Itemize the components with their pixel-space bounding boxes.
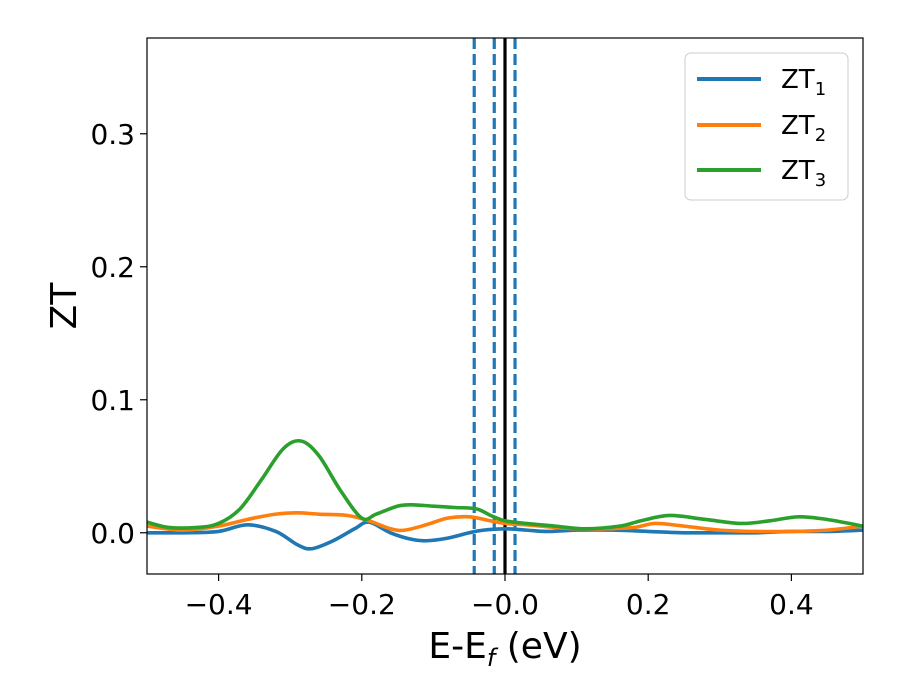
- plot-area: [146, 37, 864, 575]
- legend-label-1: ZT1: [781, 65, 826, 100]
- x-tick-label: −0.4: [185, 588, 253, 621]
- legend-label-2-sub: 2: [815, 125, 826, 146]
- legend-label-1-main: ZT: [781, 65, 815, 95]
- x-tick-label: −0.0: [471, 588, 539, 621]
- series-line-1: [147, 520, 863, 551]
- series-line-3: [147, 438, 863, 531]
- legend-label-2-main: ZT: [781, 111, 815, 141]
- legend-label-3-main: ZT: [781, 156, 815, 186]
- y-axis-title: ZT: [44, 282, 85, 330]
- legend: ZT1 ZT2 ZT3: [684, 52, 849, 201]
- x-tick-label: −0.2: [328, 588, 396, 621]
- y-tick-label: 0.2: [90, 251, 135, 284]
- reference-lines: [472, 38, 517, 574]
- x-axis: −0.4 −0.2 −0.0 0.2 0.4: [185, 574, 814, 621]
- series-line-2: [147, 511, 863, 534]
- legend-box: [684, 52, 849, 201]
- legend-label-3: ZT3: [781, 156, 826, 191]
- x-axis-title-unit: (eV): [495, 626, 581, 667]
- x-tick-label: 0.4: [769, 588, 814, 621]
- legend-label-2: ZT2: [781, 111, 826, 146]
- y-tick-label: 0.1: [90, 384, 135, 417]
- y-tick-label: 0.3: [90, 118, 135, 151]
- x-tick-label: 0.2: [626, 588, 671, 621]
- series-layer: [147, 438, 863, 551]
- x-axis-title: E-Ef (eV): [428, 626, 581, 672]
- legend-item-2: ZT2: [697, 111, 826, 146]
- legend-item-1: ZT1: [697, 65, 826, 100]
- legend-label-3-sub: 3: [815, 170, 826, 191]
- y-tick-label: 0.0: [90, 517, 135, 550]
- x-axis-title-main: E-E: [428, 626, 486, 667]
- legend-item-3: ZT3: [697, 156, 826, 191]
- legend-label-1-sub: 1: [815, 79, 826, 100]
- y-axis: 0.0 0.1 0.2 0.3: [90, 118, 147, 550]
